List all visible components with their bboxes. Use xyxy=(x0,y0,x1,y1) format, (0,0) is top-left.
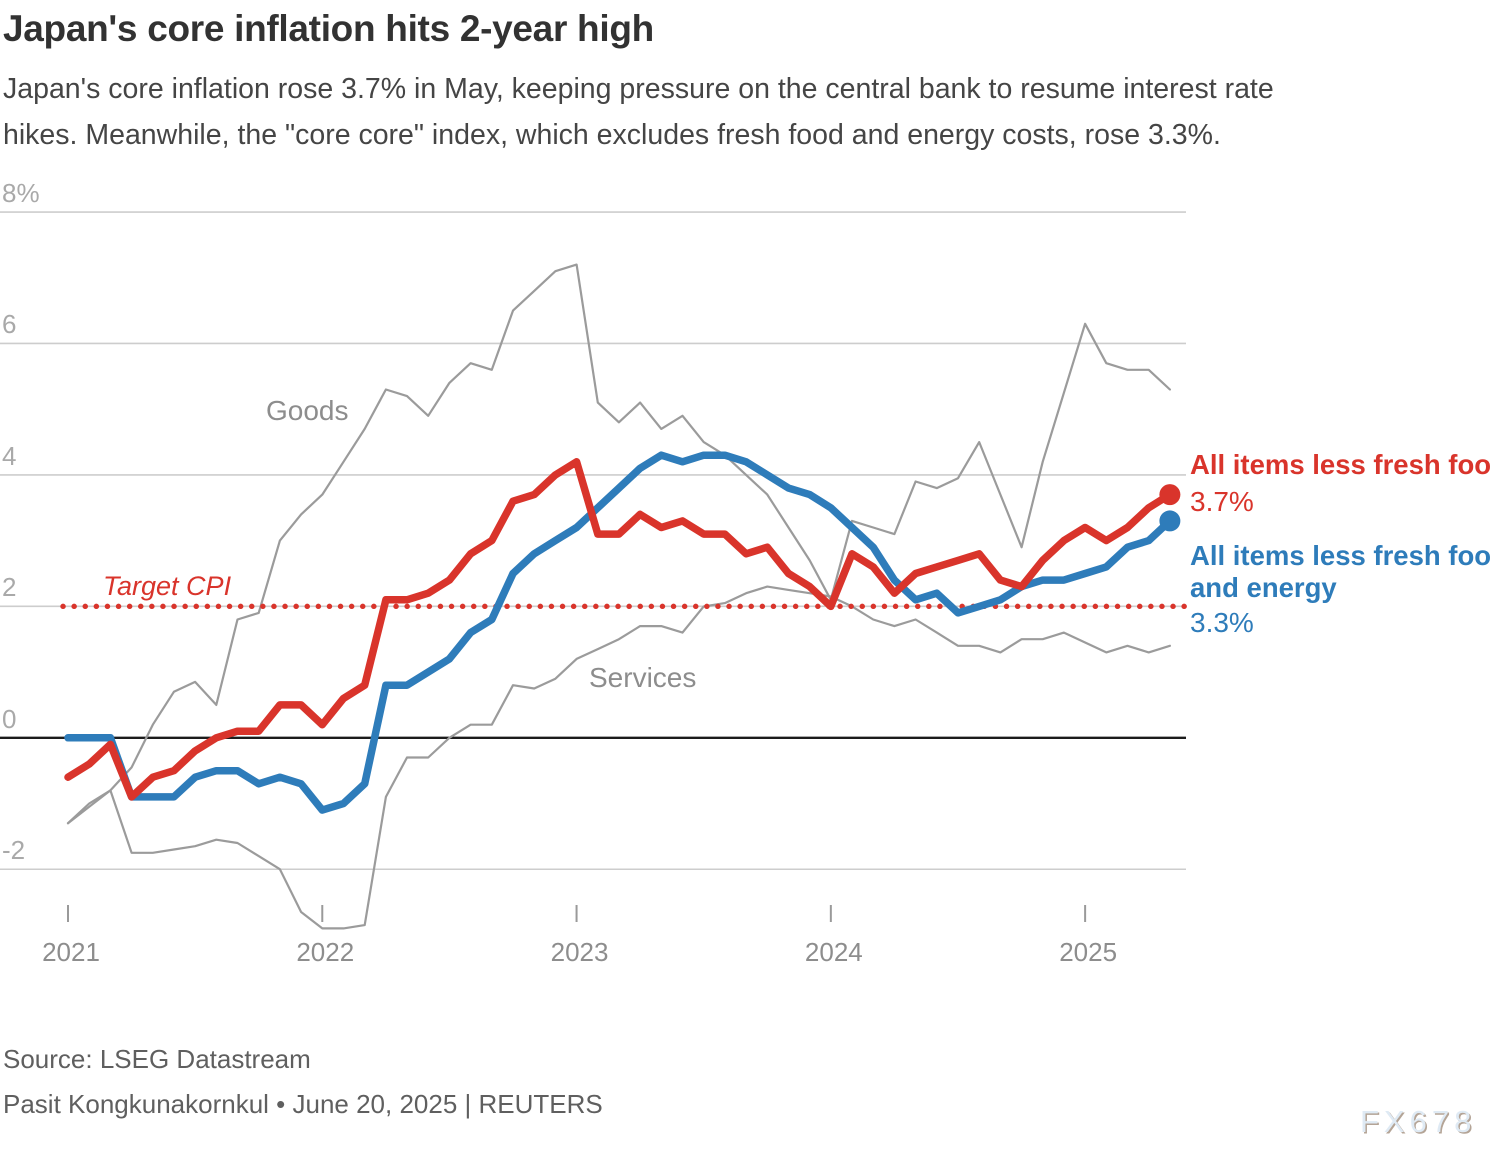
goods-line xyxy=(66,263,1172,825)
source-note: Source: LSEG Datastream xyxy=(3,1044,311,1074)
subtitle-line-1: Japan's core inflation rose 3.7% in May,… xyxy=(3,73,1274,105)
core-core-cpi-line xyxy=(64,451,1174,814)
core-core-cpi-annotation: All items less fresh food and energy 3.3… xyxy=(1190,540,1490,639)
x-axis-label-2025: 2025 xyxy=(1059,937,1118,967)
core-core-annotation-label-line2: and energy xyxy=(1190,572,1337,603)
target-cpi-label: Target CPI xyxy=(103,571,232,601)
services-series-label: Services xyxy=(589,662,697,693)
y-axis-label-2: 2 xyxy=(2,572,17,603)
x-axis-label-2023: 2023 xyxy=(550,937,609,967)
subtitle-line-2: hikes. Meanwhile, the "core core" index,… xyxy=(3,119,1221,151)
core-cpi-latest-value: 3.7% xyxy=(1190,486,1254,517)
chart-subtitle: Japan's core inflation rose 3.7% in May,… xyxy=(3,66,1483,158)
goods-series-label: Goods xyxy=(266,395,349,426)
services-line xyxy=(66,585,1172,930)
core-cpi-annotation: All items less fresh food 3.7% xyxy=(1190,449,1490,518)
page-title: Japan's core inflation hits 2-year high xyxy=(3,8,654,49)
core-cpi-line xyxy=(64,458,1174,801)
core-core-latest-value: 3.3% xyxy=(1190,607,1254,638)
watermark: FX678 xyxy=(1360,1104,1477,1139)
y-axis-label-8%: 8% xyxy=(2,178,40,209)
byline: Pasit Kongkunakornkul • June 20, 2025 | … xyxy=(3,1089,603,1119)
y-axis-label-6: 6 xyxy=(2,309,17,340)
y-axis-label-4: 4 xyxy=(2,440,17,471)
core-core-cpi-end-dot xyxy=(1159,510,1181,532)
x-axis-label-2022: 2022 xyxy=(296,937,355,967)
core-cpi-annotation-label: All items less fresh food xyxy=(1190,449,1490,480)
y-axis-label-0: 0 xyxy=(2,703,17,734)
core-cpi-end-dot xyxy=(1159,484,1181,506)
y-axis-label--2: -2 xyxy=(2,835,26,866)
core-core-annotation-label-line1: All items less fresh food xyxy=(1190,540,1490,571)
x-axis-label-2024: 2024 xyxy=(804,937,863,967)
x-axis-label-2021: 2021 xyxy=(42,937,100,967)
